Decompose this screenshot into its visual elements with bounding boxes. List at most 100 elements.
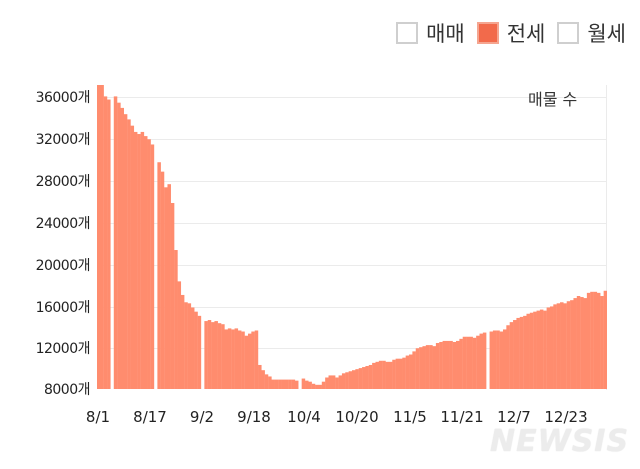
- bar: [378, 360, 383, 389]
- bar: [452, 341, 457, 389]
- bar: [368, 364, 373, 389]
- bar: [412, 351, 416, 389]
- bar: [157, 162, 161, 389]
- legend-swatch-jeonse-icon: [476, 22, 499, 44]
- bar: [513, 320, 517, 389]
- y-tick: 16000개: [35, 300, 91, 316]
- bar: [278, 379, 282, 389]
- plot-area: [97, 85, 607, 390]
- x-tick: 12/23: [544, 408, 588, 426]
- bar: [137, 134, 141, 389]
- bar: [519, 316, 524, 389]
- y-tick: 8000개: [43, 382, 91, 398]
- bar: [281, 379, 286, 389]
- bar: [348, 371, 353, 389]
- bar: [237, 330, 242, 389]
- bar: [204, 321, 208, 389]
- bar: [318, 384, 322, 389]
- bar: [580, 297, 584, 389]
- bar: [479, 333, 484, 389]
- legend-item-sale[interactable]: 매매: [396, 18, 465, 48]
- bar: [549, 306, 554, 389]
- bar: [462, 336, 467, 389]
- x-tick: 11/21: [440, 408, 484, 426]
- bar: [133, 131, 138, 389]
- bar: [476, 335, 480, 389]
- bar: [174, 250, 178, 389]
- bar: [472, 337, 477, 389]
- bar: [523, 315, 527, 389]
- bar: [415, 348, 420, 389]
- bar: [140, 131, 145, 389]
- bar: [526, 313, 530, 389]
- bar: [543, 310, 547, 390]
- bar: [442, 340, 447, 389]
- bar: [325, 377, 329, 389]
- legend-item-monthly[interactable]: 월세: [557, 18, 626, 48]
- bar: [429, 345, 433, 389]
- legend-swatch-sale-icon: [396, 22, 419, 44]
- gridline: [97, 181, 607, 182]
- bar: [247, 333, 252, 389]
- bar: [264, 374, 269, 389]
- legend-item-jeonse[interactable]: 전세: [476, 18, 545, 48]
- bar: [328, 375, 333, 389]
- bar: [170, 202, 175, 389]
- bar: [422, 346, 426, 389]
- bar: [402, 357, 406, 389]
- legend-swatch-monthly-icon: [557, 22, 580, 44]
- bar: [271, 379, 275, 389]
- bar-series-jeonse: [97, 85, 607, 390]
- bar: [499, 331, 504, 389]
- bar: [341, 373, 346, 389]
- bar: [459, 338, 463, 389]
- bar: [392, 359, 396, 389]
- bar: [533, 311, 537, 389]
- x-tick: 9/2: [189, 408, 215, 426]
- bar: [502, 329, 507, 389]
- bar: [469, 336, 473, 389]
- bar: [516, 317, 520, 389]
- bar: [435, 343, 440, 389]
- bar: [419, 347, 423, 389]
- bar: [335, 377, 339, 389]
- gridline: [97, 139, 607, 140]
- bar: [160, 171, 165, 389]
- bar: [506, 325, 510, 389]
- bar: [385, 361, 390, 389]
- bar: [563, 303, 567, 389]
- bar: [546, 307, 551, 389]
- bar: [143, 136, 148, 389]
- bar: [164, 187, 168, 389]
- bar: [536, 310, 541, 390]
- bar: [190, 307, 195, 389]
- plot-right-border: [606, 85, 607, 390]
- bar: [529, 312, 534, 389]
- bar: [254, 330, 259, 389]
- gridline: [97, 348, 607, 349]
- bar: [556, 303, 561, 389]
- x-tick: 8/1: [85, 408, 111, 426]
- bar: [117, 102, 121, 390]
- bar: [221, 324, 225, 389]
- bar: [120, 107, 124, 390]
- bar: [214, 321, 218, 389]
- bar: [596, 292, 601, 389]
- bar: [194, 311, 198, 389]
- bar: [362, 367, 366, 390]
- bar: [261, 370, 265, 389]
- bar: [291, 379, 296, 389]
- bar: [445, 340, 450, 389]
- x-tick: 9/18: [237, 408, 271, 426]
- bar: [123, 114, 128, 390]
- bar: [308, 381, 312, 389]
- bar: [600, 296, 604, 389]
- bar: [509, 322, 514, 389]
- bar: [338, 375, 343, 389]
- bar: [301, 378, 306, 389]
- bar: [197, 315, 202, 389]
- bar: [365, 366, 369, 389]
- newsis-watermark: NEWSIS: [490, 424, 630, 459]
- bar: [167, 184, 171, 389]
- bar: [184, 302, 188, 389]
